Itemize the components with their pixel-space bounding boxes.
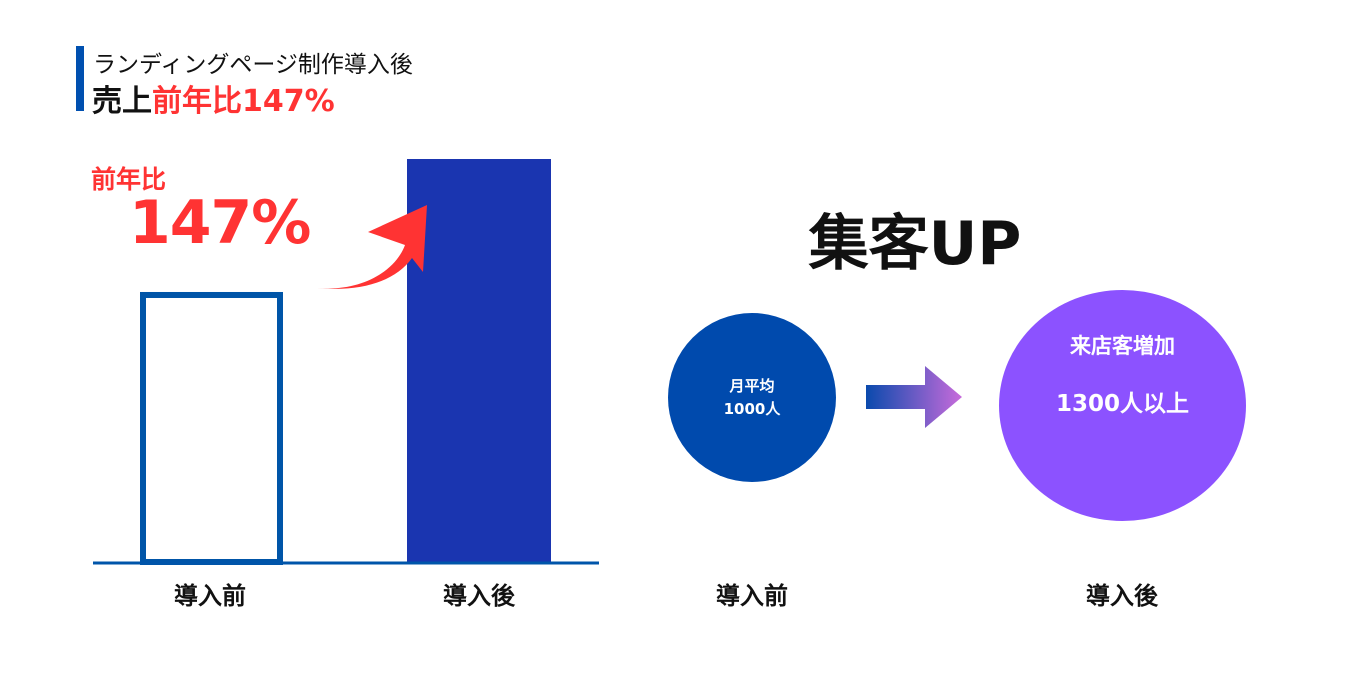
visitors-after-circle: 来店客増加 1300人以上 [999,290,1246,521]
visitors-after-line1: 来店客増加 [1070,334,1175,358]
visitors-before-line2: 1000人 [723,399,781,418]
visitors-headline: 集客UP [808,209,1022,279]
subtitle: ランディングページ制作導入後 [93,52,413,78]
bar-label-before: 導入前 [174,582,246,610]
growth-arrow-icon [317,205,427,289]
visitors-before-line1: 月平均 [729,376,775,395]
yoy-value: 147% [129,188,311,258]
visitors-before-circle: 月平均 1000人 [668,313,836,482]
title-accent-bar [76,46,84,111]
bar-before [140,291,283,565]
visitors-after-line2: 1300人以上 [1055,391,1189,417]
bar-label-after: 導入後 [443,582,515,610]
visitors-label-before: 導入前 [716,582,788,610]
title-prefix: 売上 [92,84,152,119]
yoy-label: 前年比 [91,165,167,194]
bar-after [407,159,551,562]
page-title: 売上前年比147% [92,76,335,120]
right-arrow-icon [866,366,962,428]
visitors-label-after: 導入後 [1086,582,1158,610]
title-highlight: 前年比147% [152,84,335,119]
